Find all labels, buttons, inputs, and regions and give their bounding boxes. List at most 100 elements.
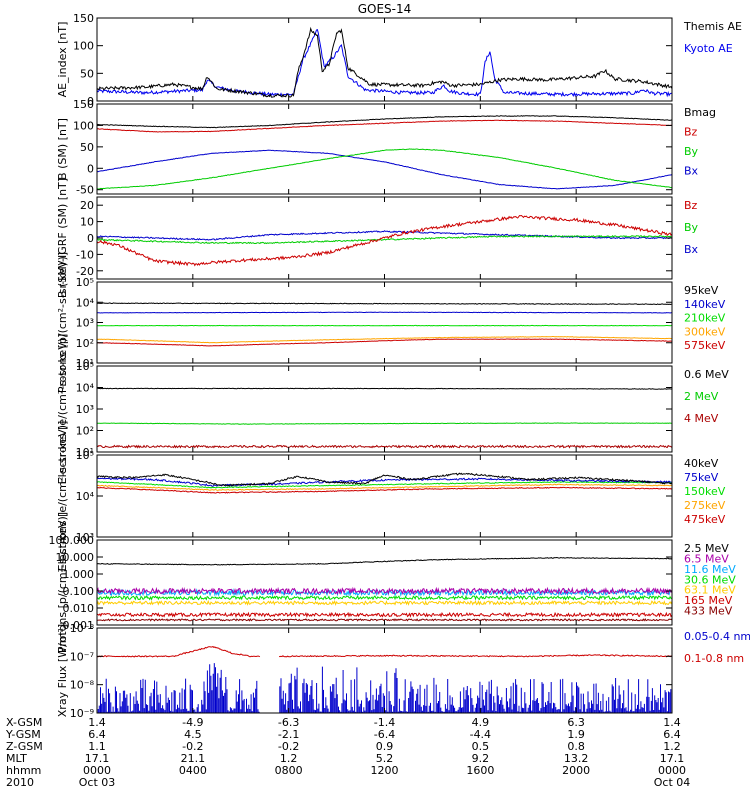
y-tick-label: 10⁵ [76, 276, 94, 289]
row-label: X-GSM [6, 716, 42, 729]
legend-label: 475keV [684, 513, 726, 526]
legend-label: 11.6 MeV [684, 563, 736, 576]
y-tick-label: 0 [87, 232, 94, 245]
legend-label: 575keV [684, 339, 726, 352]
series-30.6 MeV [96, 594, 673, 601]
series-Bx [96, 149, 673, 190]
y-axis-title: Electrons [e/(cm²-s-sr-keV)] [56, 334, 69, 485]
row-value: 0.5 [472, 740, 490, 753]
row-value: -6.3 [278, 716, 299, 729]
legend-label: 275keV [684, 499, 726, 512]
y-tick-label: 1.000 [63, 568, 95, 581]
row-value: -6.4 [374, 728, 395, 741]
panel-4: 10¹ 10² 10³ 10⁴ 10⁵ Electrons [e/(cm²-s-sr-ke… [56, 334, 729, 485]
series-By [96, 234, 673, 245]
series-475keV [96, 486, 673, 494]
panel-frame [96, 365, 673, 453]
row-value: 0400 [179, 764, 207, 777]
legend-label: 433 MeV [684, 605, 733, 618]
y-tick-label: 50 [80, 141, 94, 154]
legend-label: 0.1-0.8 nm [684, 652, 744, 665]
y-tick-label: 10³ [76, 531, 94, 544]
row-value: 1.1 [88, 740, 106, 753]
row-value: -4.4 [470, 728, 491, 741]
series-Bz [96, 214, 673, 267]
y-tick-label: 150 [73, 12, 94, 25]
row-value: 21.1 [181, 752, 206, 765]
legend-label: 0.05-0.4 nm [684, 630, 750, 643]
row-value: -0.2 [278, 740, 299, 753]
y-tick-label: 50 [80, 67, 94, 80]
legend-label: 165 MeV [684, 594, 733, 607]
y-axis-title: B (SM)-IGRF (SM) [nT] [56, 178, 69, 298]
panel-frame [96, 17, 673, 102]
legend-label: 2 MeV [684, 390, 719, 403]
y-tick-label: 10⁴ [76, 382, 95, 395]
row-value: 17.1 [660, 752, 685, 765]
ephemeris-table: X-GSM 1.4 -4.9 -6.3 -1.4 4.9 6.3 1.4 Y-GSM 6.4 4.5… [5, 716, 690, 789]
series-2 MeV [96, 422, 672, 425]
legend-label: 75keV [684, 471, 719, 484]
series-95keV [96, 302, 673, 306]
series-165 MeV [96, 611, 673, 619]
row-value: 6.4 [663, 728, 681, 741]
legend-label: By [684, 221, 699, 234]
y-tick-label: 100 [73, 119, 94, 132]
y-tick-label: 0 [87, 162, 94, 175]
y-tick-label: 10⁴ [76, 296, 95, 309]
series-0.6 MeV [97, 387, 672, 390]
series-Themis AE [96, 26, 673, 98]
row-value: 0800 [275, 764, 303, 777]
row-label: hhmm [6, 764, 41, 777]
y-tick-label: 100 [73, 40, 94, 53]
y-tick-label: 10.000 [56, 551, 95, 564]
series-300keV [96, 336, 673, 344]
panel-frame [96, 454, 673, 538]
row-value: 5.2 [376, 752, 394, 765]
row-value: -1.4 [374, 716, 395, 729]
row-value: 1.2 [280, 752, 298, 765]
legend-label: 2.5 MeV [684, 542, 729, 555]
row-value: 9.2 [472, 752, 490, 765]
y-tick-label: 100.000 [49, 534, 95, 547]
y-tick-label: 10⁻⁸ [70, 679, 95, 692]
row-value: 0.9 [376, 740, 394, 753]
legend-label: 300keV [684, 325, 726, 338]
row-value: Oct 03 [79, 776, 116, 789]
legend-label: 95keV [684, 284, 719, 297]
row-value: 6.4 [88, 728, 106, 741]
chart-title: GOES-14 [358, 2, 412, 16]
row-value: 1.9 [567, 728, 585, 741]
panel-0: 0 50 100 150 AE_index [nT] GOES-14 Themis AE Ky… [56, 2, 742, 108]
row-value: 0000 [83, 764, 111, 777]
row-value: 1600 [466, 764, 494, 777]
y-tick-label: 10³ [76, 403, 94, 416]
row-value: 1.4 [663, 716, 681, 729]
row-value: -2.1 [278, 728, 299, 741]
row-value: 4.9 [472, 716, 490, 729]
row-value: 1200 [371, 764, 399, 777]
y-tick-label: 10 [80, 216, 94, 229]
panel-1: -50 0 50 100 150 B (SM) [nT] Bmag Bz By Bx [56, 98, 716, 197]
legend-label: Kyoto AE [684, 42, 733, 55]
series-6.5 MeV [96, 586, 673, 596]
panel-frame [96, 539, 673, 626]
row-value: -0.2 [182, 740, 203, 753]
row-value: 0000 [658, 764, 686, 777]
series-Bmag [96, 115, 673, 129]
y-tick-label: 10⁵ [76, 449, 94, 462]
y-tick-label: 10⁻⁷ [70, 650, 94, 663]
row-value: 1.4 [88, 716, 106, 729]
series-2.5 MeV [96, 556, 673, 566]
row-value: 1.2 [663, 740, 681, 753]
legend-label: 210keV [684, 312, 726, 325]
legend-label: Bx [684, 243, 699, 256]
series-0.05-0.4 nm [96, 663, 673, 713]
row-value: 17.1 [85, 752, 110, 765]
y-tick-label: 10¹ [76, 446, 94, 459]
legend-label: Themis AE [683, 20, 742, 33]
y-tick-label: -50 [76, 184, 94, 197]
y-tick-label: 10⁻⁹ [70, 707, 94, 720]
series-Bz [96, 119, 673, 133]
